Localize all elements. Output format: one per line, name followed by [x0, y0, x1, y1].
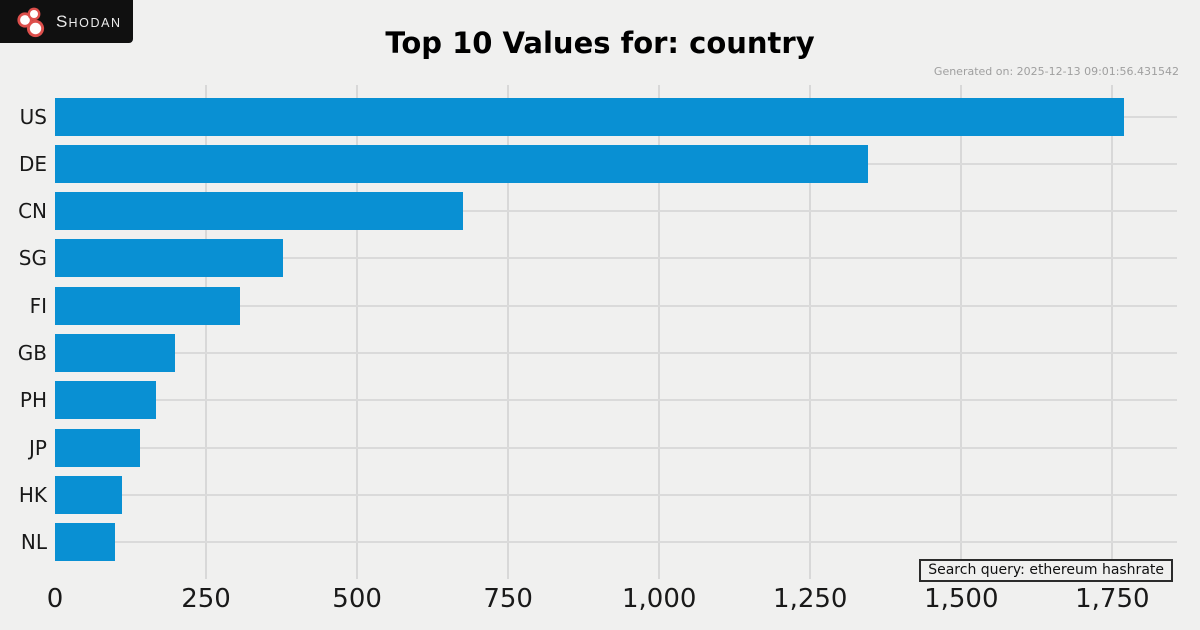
- y-tick-label: JP: [29, 435, 47, 460]
- x-tick-label: 250: [181, 584, 231, 614]
- gridline-vertical: [809, 85, 812, 579]
- x-tick-label: 750: [483, 584, 533, 614]
- gridline-vertical: [205, 85, 208, 579]
- gridline-vertical: [960, 85, 963, 579]
- gridline-horizontal: [55, 399, 1177, 402]
- shodan-logo: SHODAN: [0, 0, 133, 43]
- gridline-horizontal: [55, 493, 1177, 496]
- gridline-vertical: [1111, 85, 1114, 579]
- bar-cn: [55, 192, 463, 231]
- bar-gb: [55, 334, 175, 372]
- x-tick-label: 500: [332, 584, 382, 614]
- gridline-horizontal: [55, 304, 1177, 307]
- y-tick-label: FI: [29, 293, 47, 318]
- y-tick-label: HK: [18, 482, 47, 507]
- bar-de: [55, 144, 868, 183]
- shodan-logo-icon: [17, 7, 45, 37]
- y-tick-label: SG: [18, 246, 47, 271]
- gridline-vertical: [507, 85, 510, 579]
- y-tick-label: CN: [18, 199, 47, 224]
- gridline-horizontal: [55, 257, 1177, 260]
- bar-fi: [55, 286, 240, 325]
- bar-jp: [55, 428, 140, 467]
- bar-sg: [55, 239, 283, 278]
- bar-hk: [55, 475, 122, 514]
- y-tick-label: US: [19, 104, 47, 129]
- shodan-logo-text: SHODAN: [56, 12, 122, 32]
- bar-nl: [55, 523, 115, 562]
- gridline-horizontal: [55, 210, 1177, 213]
- logo-text-first: S: [56, 11, 69, 31]
- x-tick-label: 1,250: [773, 584, 848, 614]
- x-tick-label: 0: [46, 584, 64, 614]
- gridline-horizontal: [55, 541, 1177, 544]
- logo-text-rest: HODAN: [68, 15, 122, 30]
- x-tick-label: 1,000: [621, 584, 697, 614]
- gridline-horizontal: [55, 446, 1177, 449]
- y-tick-label: PH: [19, 388, 47, 413]
- x-tick-label: 1,750: [1075, 584, 1150, 614]
- gridline-vertical: [658, 85, 661, 579]
- bar-us: [55, 97, 1124, 136]
- y-tick-label: GB: [17, 341, 47, 365]
- gridline-horizontal: [55, 352, 1177, 354]
- x-tick-label: 1,500: [924, 584, 999, 614]
- y-tick-label: DE: [18, 151, 47, 176]
- chart-title: Top 10 Values for: country: [385, 26, 815, 60]
- gridline-vertical: [356, 85, 359, 579]
- y-tick-label: NL: [20, 530, 47, 555]
- search-query-box: Search query: ethereum hashrate: [919, 559, 1173, 582]
- bar-ph: [55, 381, 156, 420]
- generated-timestamp: Generated on: 2025-12-13 09:01:56.431542: [933, 65, 1179, 78]
